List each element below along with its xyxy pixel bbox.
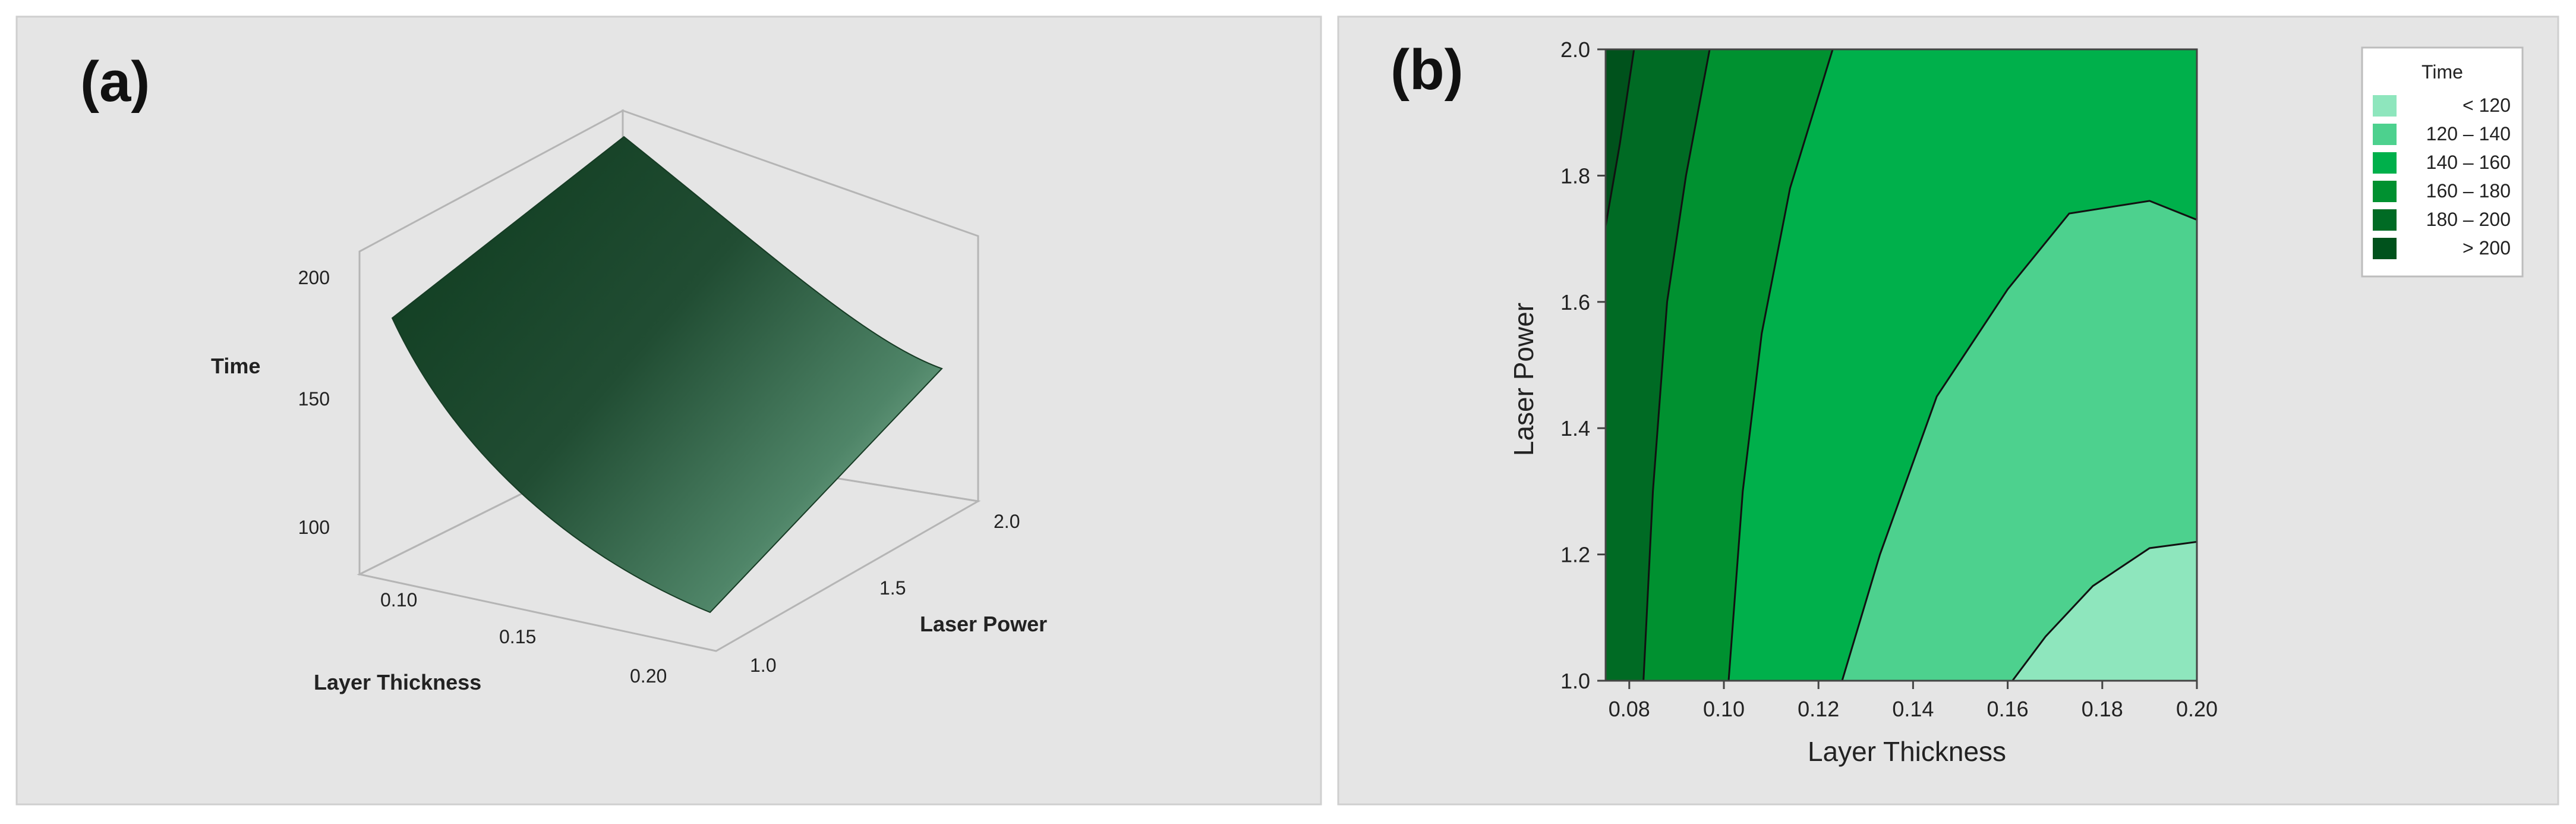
legend-title: Time xyxy=(2421,61,2463,83)
x-tick-label: 0.10 xyxy=(1703,697,1745,721)
y-tick-label: 1.4 xyxy=(1560,416,1590,441)
legend-label: > 200 xyxy=(2463,237,2511,259)
contour-y-axis-label: Laser Power xyxy=(1508,303,1539,456)
contour-band xyxy=(2012,542,2197,681)
contour-line xyxy=(1642,49,1711,681)
legend-entries: < 120 120 – 140 140 – 160 160 – 180 180 – 20… xyxy=(2373,95,2511,259)
y-tick-label: 1.8 xyxy=(1560,163,1590,188)
legend-swatch xyxy=(2373,124,2397,145)
y-tick-label: 1.6 xyxy=(1560,290,1590,314)
z-axis-label: Time xyxy=(211,354,260,378)
x-tick-label: 0.08 xyxy=(1609,697,1650,721)
contour-x-axis: Layer Thickness xyxy=(1808,736,2006,767)
x-axis-label: Layer Thickness xyxy=(314,670,481,694)
z-tick-label: 100 xyxy=(298,517,330,538)
z-tick-label: 150 xyxy=(298,388,330,410)
legend-swatch xyxy=(2373,95,2397,117)
legend-swatch xyxy=(2373,209,2397,231)
legend-swatch xyxy=(2373,181,2397,202)
z-tick-label: 200 xyxy=(298,267,330,288)
x-tick-label: 0.15 xyxy=(499,626,536,647)
contour-line xyxy=(1841,200,2197,681)
z-axis: 200 150 100 Time xyxy=(211,267,330,538)
contour-line xyxy=(1604,49,1635,227)
legend: Time < 120 120 – 140 140 – 160 160 – 180 180… xyxy=(2361,46,2524,278)
x-tick-label: 0.12 xyxy=(1798,697,1839,721)
legend-label: < 120 xyxy=(2463,95,2511,116)
contour-line xyxy=(1727,49,1834,681)
panel-b-label: (b) xyxy=(1391,38,1464,102)
contour-line xyxy=(2011,540,2197,681)
x-tick-label: 0.10 xyxy=(380,589,417,611)
panel-b: (b) 0.08 0.10 0.12 0.14 0.16 0.18 0.20 1.0 1.2 1.… xyxy=(1337,15,2559,806)
x-tick-label: 0.20 xyxy=(2176,697,2218,721)
x-tick-label: 0.14 xyxy=(1892,697,1934,721)
y-tick-label: 1.2 xyxy=(1560,543,1590,567)
legend-label: 140 – 160 xyxy=(2426,152,2511,173)
legend-swatch xyxy=(2373,152,2397,174)
contour-x-axis-label: Layer Thickness xyxy=(1808,736,2006,767)
response-surface xyxy=(391,136,943,614)
x-tick-label: 0.18 xyxy=(2082,697,2123,721)
contour-band xyxy=(1842,200,2197,681)
contour-plot: 0.08 0.10 0.12 0.14 0.16 0.18 0.20 1.0 1.2 1.4 1.6… xyxy=(1560,37,2218,721)
x-tick-label: 0.16 xyxy=(1987,697,2029,721)
legend-label: 160 – 180 xyxy=(2426,180,2511,202)
y-axis: 1.0 1.5 2.0 Laser Power xyxy=(750,511,1047,676)
y-tick-label: 2.0 xyxy=(1560,37,1590,62)
plot-frame xyxy=(1604,48,2198,682)
x-tick-label: 0.20 xyxy=(630,665,667,687)
y-tick-label: 2.0 xyxy=(994,511,1020,532)
legend-label: 120 – 140 xyxy=(2426,123,2511,144)
contour-y-axis: Laser Power xyxy=(1508,303,1539,456)
panel-a-label: (a) xyxy=(80,50,150,114)
y-tick-label: 1.0 xyxy=(750,655,776,676)
panel-a: (a) 200 150 100 Time 0.10 0.15 0.20 Laye… xyxy=(15,15,1322,806)
x-axis: 0.10 0.15 0.20 Layer Thickness xyxy=(314,589,667,694)
y-axis-label: Laser Power xyxy=(920,612,1047,636)
legend-label: 180 – 200 xyxy=(2426,209,2511,230)
y-tick-label: 1.5 xyxy=(879,577,906,599)
y-tick-label: 1.0 xyxy=(1560,669,1590,693)
legend-swatch xyxy=(2373,238,2397,259)
